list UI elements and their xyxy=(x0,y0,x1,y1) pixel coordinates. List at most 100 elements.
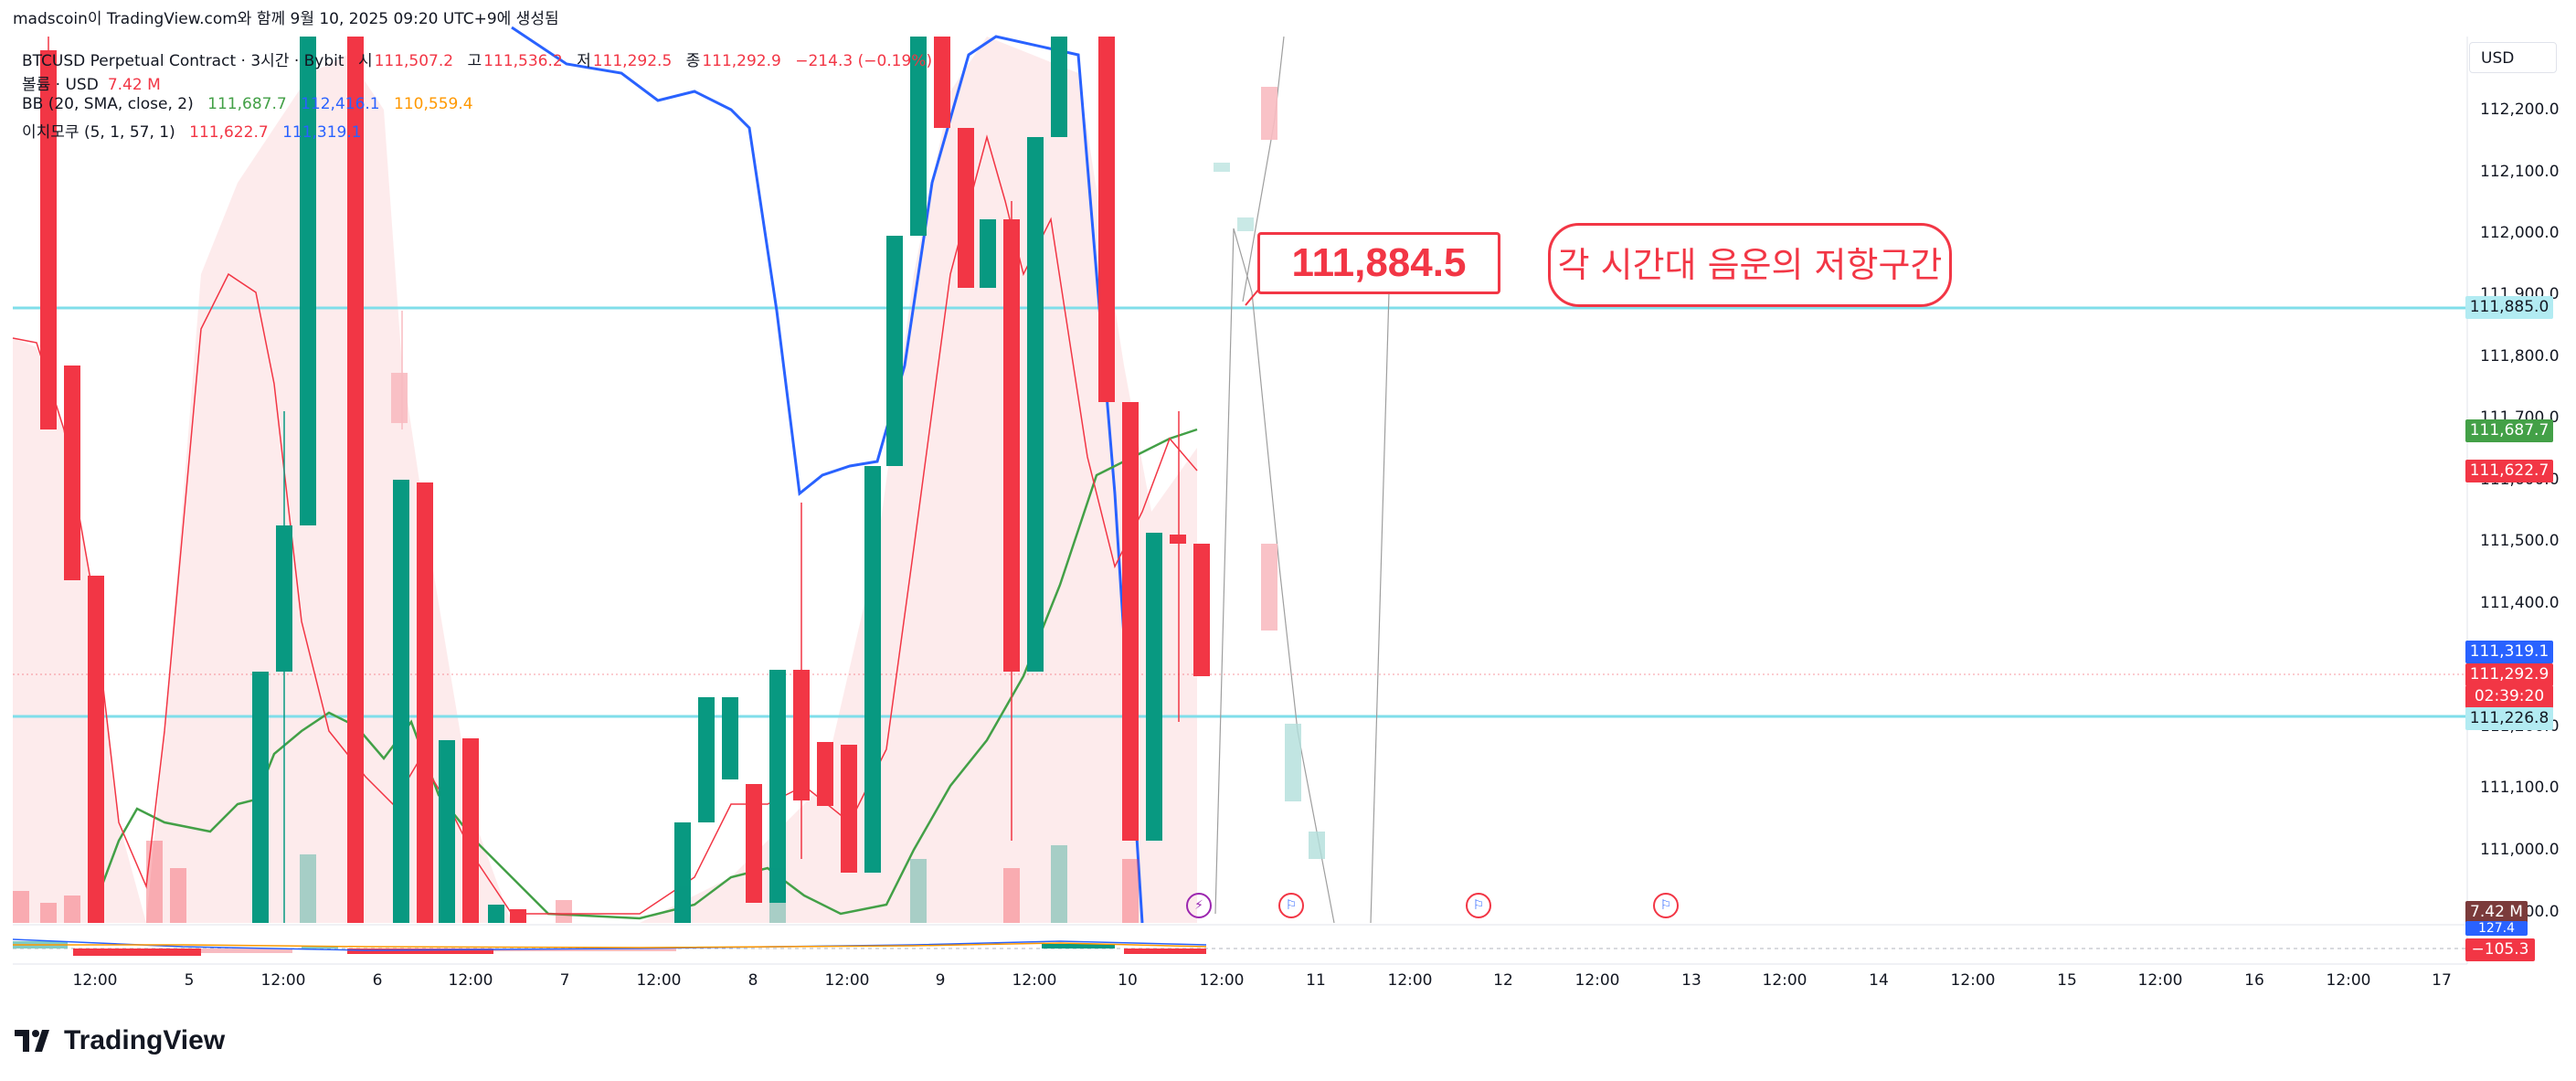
candle xyxy=(488,905,504,923)
time-axis[interactable]: 12:00 5 12:00 6 12:00 7 12:00 8 12:00 9 … xyxy=(0,964,2467,1001)
price-callout[interactable]: 111,884.5 xyxy=(1257,232,1500,294)
symbol-title[interactable]: BTCUSD Perpetual Contract · 3시간 · Bybit xyxy=(22,52,345,70)
time-tick: 6 xyxy=(372,971,383,990)
ichimoku-legend-label: 이치모쿠 (5, 1, 57, 1) xyxy=(22,123,175,142)
candle xyxy=(1146,533,1162,841)
price-label-ichimoku-2: 111,319.1 xyxy=(2465,641,2553,663)
projection-lines xyxy=(1214,228,1335,924)
candle xyxy=(88,576,104,923)
candle xyxy=(417,482,433,923)
candle xyxy=(910,37,927,236)
bb-legend-label: BB (20, SMA, close, 2) xyxy=(22,95,194,113)
time-tick: 12:00 xyxy=(448,971,493,990)
tradingview-logo-icon xyxy=(15,1030,49,1052)
price-label-osc-2: −105.3 xyxy=(2465,938,2535,961)
price-label-countdown: 02:39:20 xyxy=(2465,685,2553,708)
time-tick: 17 xyxy=(2432,971,2452,990)
ghost-candle xyxy=(1285,724,1301,801)
candle xyxy=(841,745,857,873)
price-label-line-upper: 111,885.0 xyxy=(2465,296,2553,319)
time-tick: 9 xyxy=(935,971,946,990)
ghost-candle xyxy=(391,373,408,423)
candle xyxy=(746,784,762,903)
candle xyxy=(817,742,833,806)
price-axis[interactable]: 112,200.0 112,100.0 112,000.0 111,900.0 … xyxy=(2462,37,2576,969)
price-label-ichimoku-1: 111,622.7 xyxy=(2465,460,2553,482)
ohlc-values: 시 111,507.2 고 111,536.2 저 111,292.5 종 111,29… xyxy=(358,52,941,70)
time-tick: 11 xyxy=(1306,971,1326,990)
candle xyxy=(698,697,715,822)
ghost-candle xyxy=(1309,832,1325,859)
us-flag-event-icon[interactable]: ⚐ xyxy=(1278,893,1304,918)
bb-lower-value: 110,559.4 xyxy=(394,95,473,113)
high-label: 고 xyxy=(467,52,482,70)
ghost-candle xyxy=(1214,163,1230,172)
candle xyxy=(864,466,881,873)
candle xyxy=(510,909,526,923)
price-tick: 111,400.0 xyxy=(2480,594,2560,612)
oscillator-signal xyxy=(13,942,1207,949)
price-tick: 112,200.0 xyxy=(2480,101,2560,119)
time-tick: 12:00 xyxy=(2137,971,2183,990)
time-tick: 12:00 xyxy=(1387,971,1433,990)
candle xyxy=(958,128,974,288)
ichimoku-legend[interactable]: 이치모쿠 (5, 1, 57, 1) 111,622.7 111,319.1 xyxy=(22,119,371,142)
time-tick: 12:00 xyxy=(824,971,870,990)
open-label: 시 xyxy=(357,52,373,70)
high-value: 111,536.2 xyxy=(483,52,563,70)
callout-pointer xyxy=(1245,288,1260,306)
tradingview-logo[interactable]: TradingView xyxy=(15,1025,225,1056)
price-tick: 112,000.0 xyxy=(2480,224,2560,242)
time-tick: 12 xyxy=(1493,971,1513,990)
candles[interactable] xyxy=(40,37,1325,923)
candle xyxy=(1170,535,1186,544)
lightning-event-icon[interactable]: ⚡ xyxy=(1186,893,1212,918)
time-tick: 16 xyxy=(2244,971,2264,990)
open-value: 111,507.2 xyxy=(374,52,454,70)
ghost-candle xyxy=(1261,87,1277,140)
price-tick: 111,100.0 xyxy=(2480,779,2560,797)
price-label-line-lower: 111,226.8 xyxy=(2465,707,2553,730)
candle xyxy=(252,672,269,923)
close-label: 종 xyxy=(685,52,701,70)
us-flag-event-icon[interactable]: ⚐ xyxy=(1466,893,1491,918)
close-value: 111,292.9 xyxy=(702,52,781,70)
price-label-osc: 127.4 xyxy=(2465,921,2528,936)
bb-upper-value: 112,416.1 xyxy=(301,95,380,113)
volume-bars xyxy=(13,822,1139,923)
bb-legend[interactable]: BB (20, SMA, close, 2) 111,687.7 112,416… xyxy=(22,95,482,113)
price-tick: 111,800.0 xyxy=(2480,347,2560,366)
time-tick: 8 xyxy=(747,971,758,990)
candle xyxy=(769,670,786,903)
candle xyxy=(674,822,691,923)
projection-line-3 xyxy=(1370,291,1390,924)
change-value: −214.3 (−0.19%) xyxy=(795,52,933,70)
resistance-note-callout[interactable]: 각 시간대 음운의 저항구간 xyxy=(1548,223,1952,307)
time-tick: 10 xyxy=(1118,971,1138,990)
symbol-legend[interactable]: BTCUSD Perpetual Contract · 3시간 · Bybit … xyxy=(22,48,950,70)
ghost-candle xyxy=(1237,217,1254,231)
ichimoku-value-1: 111,622.7 xyxy=(189,123,269,142)
chart-caption: madscoin이 TradingView.com와 함께 9월 10, 202… xyxy=(13,10,559,28)
volume-legend[interactable]: 볼륨 · USD 7.42 M xyxy=(22,71,170,94)
price-label-last: 111,292.9 xyxy=(2465,663,2553,686)
time-tick: 5 xyxy=(184,971,195,990)
candle xyxy=(722,697,738,779)
bb-basis-value: 111,687.7 xyxy=(207,95,287,113)
time-tick: 14 xyxy=(1869,971,1889,990)
time-tick: 12:00 xyxy=(1574,971,1620,990)
candle xyxy=(1098,37,1115,402)
candle xyxy=(347,37,364,923)
ichimoku-value-2: 111,319.1 xyxy=(282,123,362,142)
currency-button[interactable]: USD xyxy=(2469,42,2557,73)
time-tick: 7 xyxy=(559,971,570,990)
us-flag-event-icon[interactable]: ⚐ xyxy=(1653,893,1679,918)
candle xyxy=(393,480,409,923)
price-label-volume: 7.42 M xyxy=(2465,901,2528,924)
candle xyxy=(64,366,80,580)
time-tick: 12:00 xyxy=(1012,971,1057,990)
price-label-bb-basis: 111,687.7 xyxy=(2465,419,2553,442)
low-value: 111,292.5 xyxy=(592,52,673,70)
time-tick: 12:00 xyxy=(2326,971,2371,990)
